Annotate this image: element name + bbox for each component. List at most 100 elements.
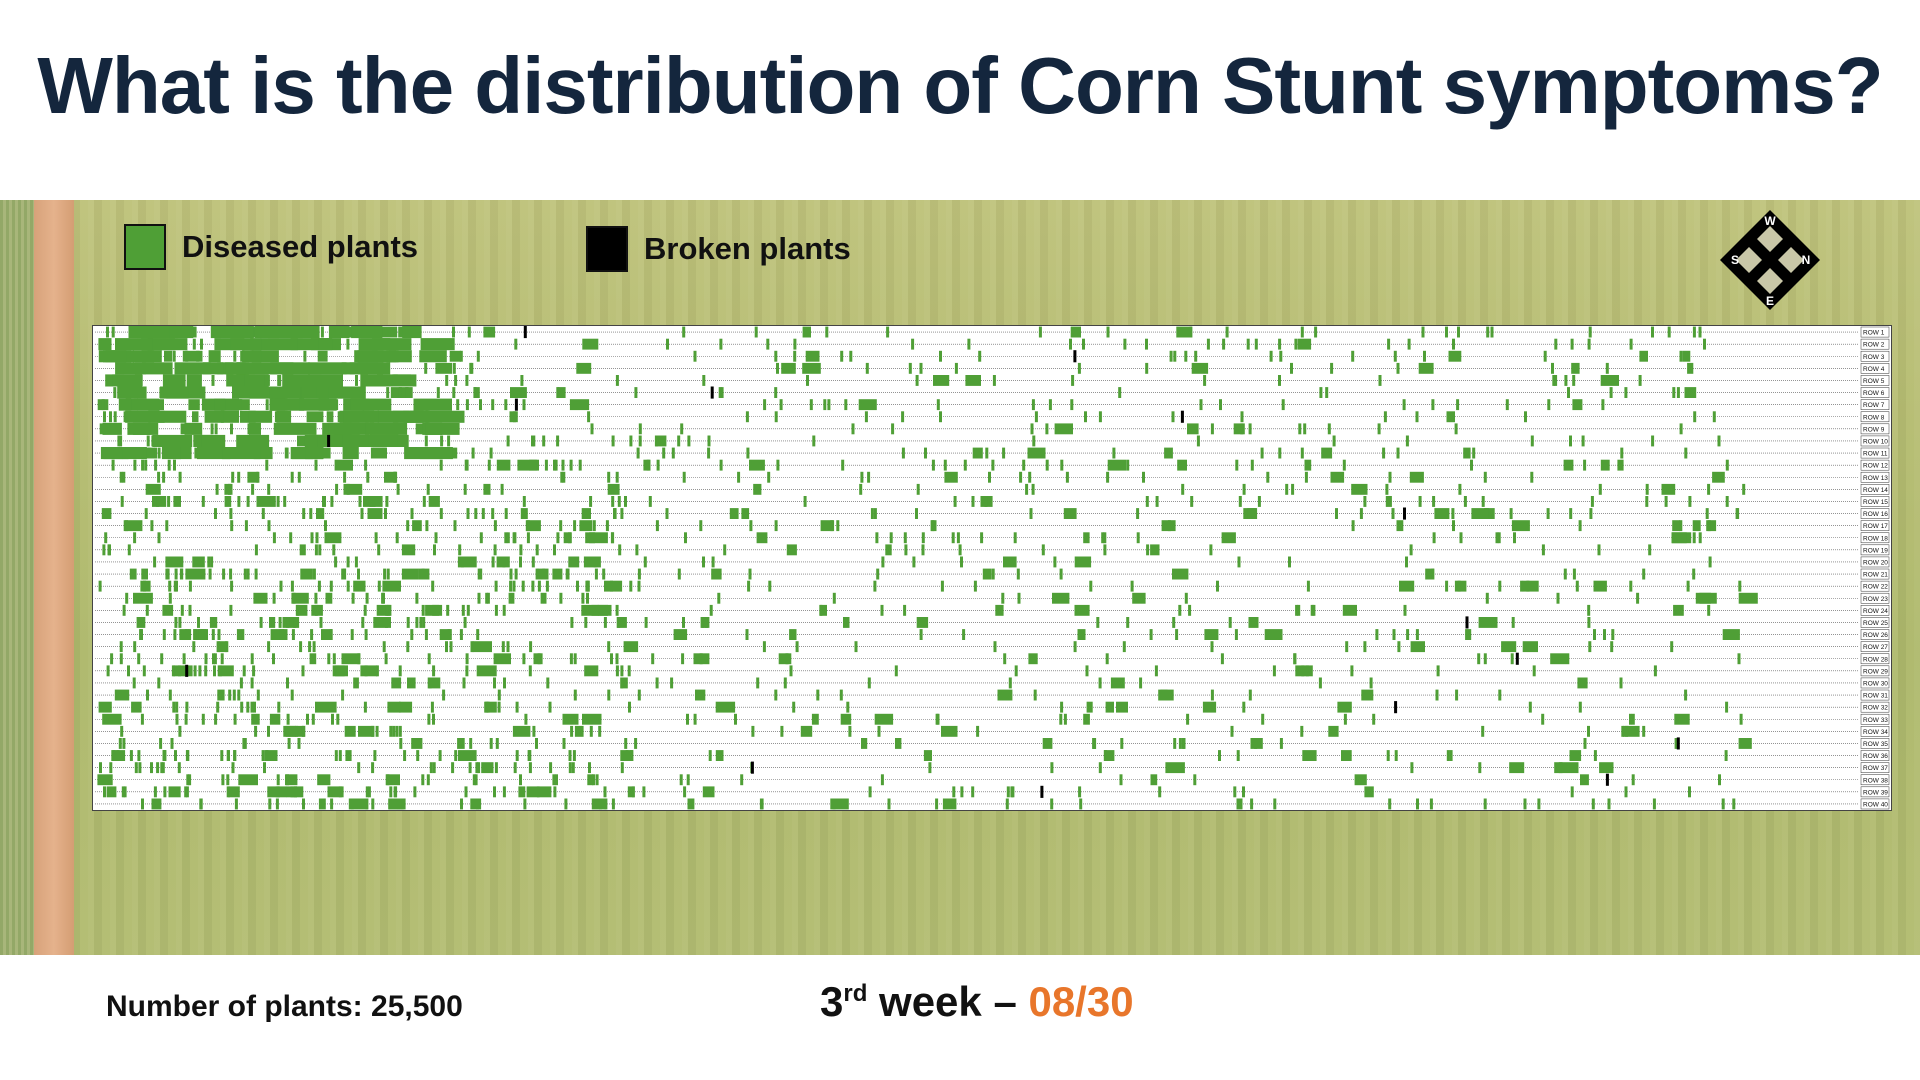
diseased-plant-mark: [681, 653, 685, 665]
diseased-plant-mark: [620, 508, 624, 519]
diseased-plant-mark: [528, 750, 532, 761]
diseased-plant-mark: [552, 568, 563, 580]
diseased-plant-mark: [504, 532, 508, 544]
diseased-plant-mark: [211, 375, 215, 386]
diseased-plant-mark: [1363, 641, 1367, 653]
diseased-plant-mark: [684, 532, 687, 544]
diseased-plant-mark: [965, 375, 981, 386]
diseased-plant-mark: [556, 532, 560, 544]
row-label: ROW 33: [1863, 717, 1888, 724]
diseased-plant-mark: [415, 423, 424, 435]
diseased-plant-mark: [1642, 725, 1646, 737]
diseased-plant-mark: [367, 508, 383, 519]
diseased-plant-mark: [1359, 508, 1363, 519]
diseased-plant-mark: [333, 434, 372, 447]
diseased-plant-mark: [216, 641, 220, 653]
row-label-box: [1860, 653, 1890, 665]
diseased-plant-mark: [1164, 447, 1173, 459]
diseased-plant-mark: [992, 375, 996, 386]
diseased-plant-mark: [358, 725, 375, 737]
diseased-plant-mark: [1396, 520, 1404, 532]
diseased-plant-mark: [153, 786, 157, 798]
diseased-plant-mark: [903, 532, 907, 544]
diseased-plant-mark: [371, 725, 375, 737]
diseased-plant-mark: [315, 532, 319, 544]
row-label: ROW 5: [1863, 378, 1885, 385]
diseased-plant-mark: [1266, 471, 1270, 483]
diseased-plant-mark: [1136, 508, 1140, 519]
diseased-plant-mark: [406, 520, 410, 532]
diseased-plant-mark: [1093, 738, 1097, 749]
field-edge-strip: [0, 200, 34, 955]
diseased-plant-mark: [246, 701, 250, 713]
diseased-plant-mark: [1335, 508, 1338, 519]
row-label: ROW 21: [1863, 572, 1888, 579]
diseased-plant-mark: [214, 423, 218, 435]
diseased-plant-mark: [474, 774, 478, 786]
diseased-plant-mark: [497, 689, 501, 701]
diseased-plant-mark: [1692, 520, 1701, 532]
diseased-plant-mark: [1003, 556, 1017, 568]
diseased-plant-mark: [1235, 459, 1239, 471]
diseased-plant-mark: [265, 750, 269, 761]
diseased-plant-mark: [774, 350, 778, 362]
diseased-plant-mark: [413, 398, 452, 411]
diseased-plant-mark: [514, 338, 518, 350]
diseased-plant-mark: [1261, 713, 1265, 725]
diseased-plant-mark: [308, 641, 312, 653]
diseased-plant-mark: [512, 725, 531, 737]
diseased-plant-mark: [1041, 544, 1045, 556]
diseased-plant-mark: [123, 520, 143, 532]
diseased-plant-mark: [1454, 580, 1467, 592]
row-label: ROW 14: [1863, 487, 1888, 494]
diseased-plant-mark: [939, 350, 942, 362]
diseased-plant-mark: [425, 520, 429, 532]
diseased-plant-mark: [419, 447, 453, 460]
diseased-plant-mark: [528, 762, 532, 774]
diseased-plant-mark: [207, 556, 211, 568]
diseased-plant-mark: [570, 725, 574, 737]
row-label: ROW 38: [1863, 777, 1888, 784]
diseased-plant-mark: [518, 786, 526, 798]
diseased-plant-mark: [933, 520, 937, 532]
row-label: ROW 26: [1863, 632, 1888, 639]
diseased-plant-mark: [263, 762, 266, 774]
diseased-plant-mark: [328, 326, 350, 339]
diseased-plant-mark: [528, 665, 532, 677]
diseased-plant-mark: [1060, 459, 1064, 471]
diseased-plant-mark: [536, 786, 552, 798]
diseased-plant-mark: [1435, 689, 1439, 701]
diseased-plant-mark: [351, 592, 355, 604]
diseased-plant-mark: [864, 411, 868, 423]
diseased-plant-mark: [146, 435, 150, 447]
diseased-plant-mark: [198, 629, 208, 640]
diseased-plant-mark: [1397, 641, 1401, 653]
diseased-plant-mark: [230, 423, 233, 435]
diseased-plant-mark: [220, 750, 224, 761]
diseased-plant-mark: [1145, 338, 1148, 350]
diseased-plant-mark: [424, 435, 428, 447]
diseased-plant-mark: [256, 496, 276, 507]
diseased-plant-mark: [173, 629, 177, 640]
diseased-plant-mark: [1079, 798, 1083, 810]
diseased-plant-mark: [1456, 399, 1460, 411]
diseased-plant-mark: [620, 677, 628, 689]
diseased-plant-mark: [1742, 483, 1746, 495]
diseased-plant-mark: [297, 471, 301, 483]
diseased-plant-mark: [793, 350, 797, 362]
diseased-plant-mark: [341, 689, 345, 701]
diseased-plant-mark: [595, 774, 599, 786]
diseased-plant-mark: [1693, 411, 1697, 423]
diseased-plant-mark: [506, 641, 510, 653]
diseased-plant-mark: [248, 410, 273, 423]
diseased-plant-mark: [1725, 701, 1729, 713]
diseased-plant-mark: [576, 362, 592, 374]
diseased-plant-mark: [1609, 387, 1613, 398]
diseased-plant-mark: [515, 701, 519, 713]
diseased-plant-mark: [143, 580, 146, 592]
row-label-box: [1860, 726, 1890, 737]
diseased-plant-mark: [1692, 568, 1696, 580]
diseased-plant-mark: [1513, 532, 1516, 544]
diseased-plant-mark: [1667, 326, 1671, 338]
diseased-plant-mark: [1405, 435, 1409, 447]
